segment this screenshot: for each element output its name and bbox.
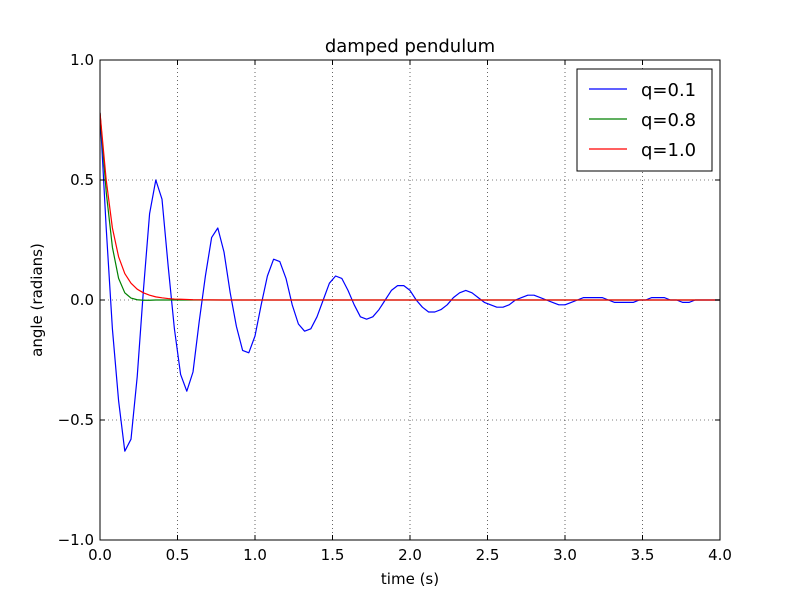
x-tick-label: 0.0 xyxy=(88,546,112,564)
series-line-q=1.0 xyxy=(100,112,720,301)
x-tick-label: 1.5 xyxy=(321,546,345,564)
legend-label: q=0.8 xyxy=(641,110,696,131)
x-tick-label: 3.0 xyxy=(553,546,577,564)
y-tick-label: −0.5 xyxy=(58,411,94,429)
legend: q=0.1 q=0.8 q=1.0 xyxy=(576,68,713,172)
series-lines xyxy=(100,112,720,452)
legend-label: q=1.0 xyxy=(641,140,696,161)
x-axis-label: time (s) xyxy=(381,570,439,588)
y-tick-label: 1.0 xyxy=(70,51,94,69)
x-tick-label: 2.0 xyxy=(398,546,422,564)
axis-ticks: 0.0 0.5 1.0 1.5 2.0 2.5 3.0 3.5 4.0 −1.0 −0.5 0.0 0.… xyxy=(58,51,732,564)
y-tick-label: 0.5 xyxy=(70,171,94,189)
y-tick-label: −1.0 xyxy=(58,531,94,549)
x-tick-label: 1.0 xyxy=(243,546,267,564)
y-tick-label: 0.0 xyxy=(70,291,94,309)
x-tick-label: 4.0 xyxy=(708,546,732,564)
y-axis-label: angle (radians) xyxy=(28,243,46,357)
x-tick-label: 0.5 xyxy=(166,546,190,564)
x-tick-label: 3.5 xyxy=(631,546,655,564)
legend-box xyxy=(576,68,713,172)
series-line-q=0.1 xyxy=(100,112,720,452)
x-tick-label: 2.5 xyxy=(476,546,500,564)
legend-label: q=0.1 xyxy=(641,80,696,101)
chart-title: damped pendulum xyxy=(325,36,495,57)
